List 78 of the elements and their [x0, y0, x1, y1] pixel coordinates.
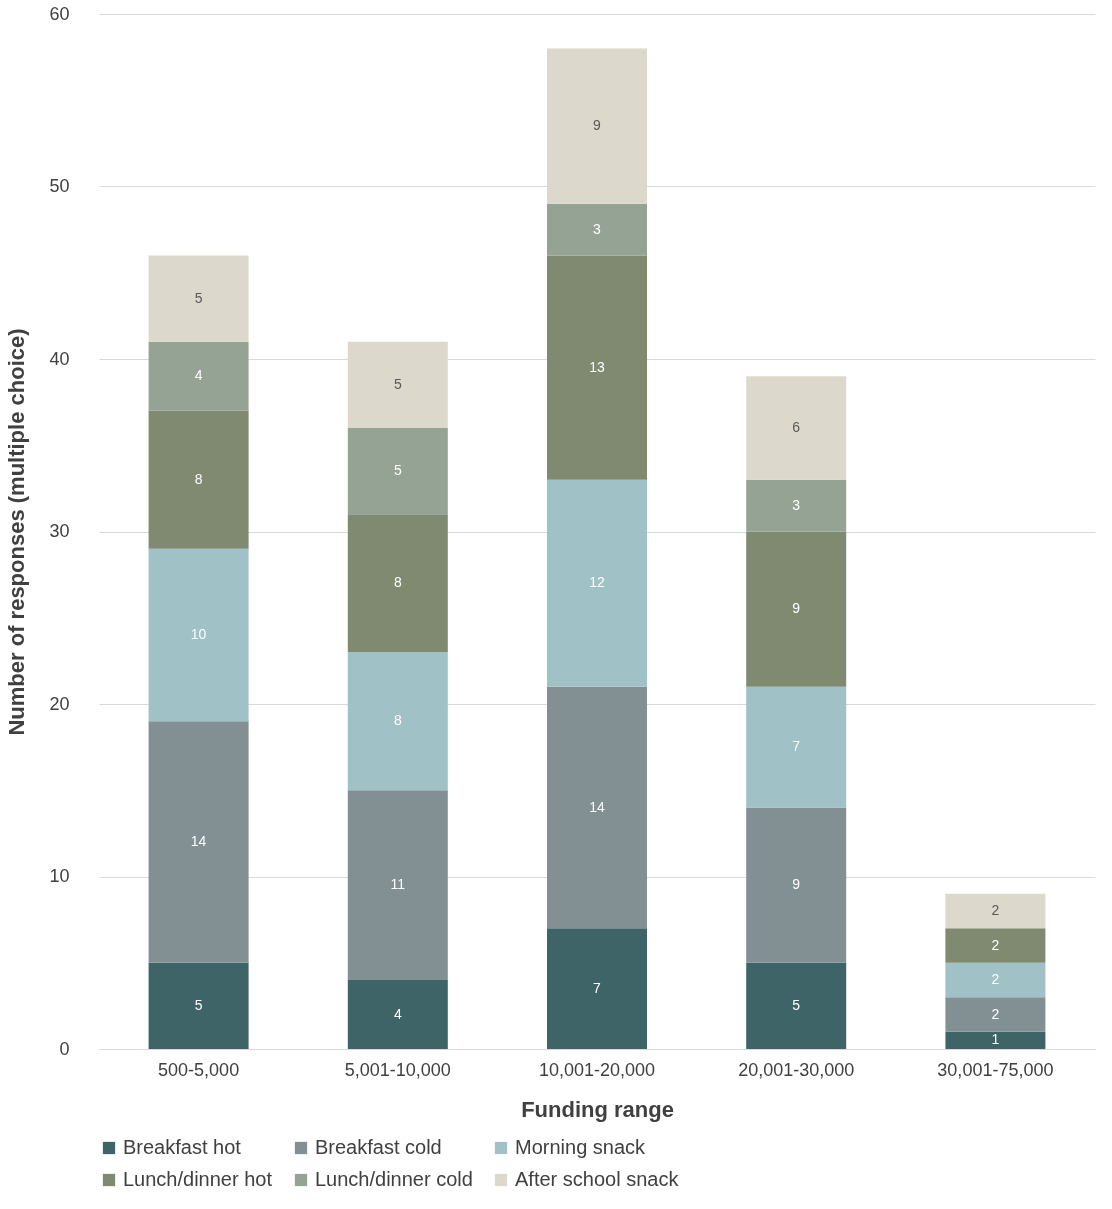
bar [347, 514, 448, 653]
bar [746, 962, 847, 1049]
data-label: 4 [393, 1005, 402, 1022]
data-label: 2 [991, 971, 1000, 987]
data-label: 9 [593, 117, 602, 134]
y-tick-label: 40 [49, 348, 70, 369]
bar [746, 531, 847, 687]
bar [347, 980, 448, 1049]
data-label: 2 [991, 936, 1000, 953]
y-tick-label: 0 [59, 1038, 70, 1059]
y-axis-title: Number of responses (multiple choice) [4, 328, 30, 736]
x-axis-title: Funding range [521, 1096, 674, 1122]
x-tick-label: 20,001-30,000 [738, 1059, 855, 1080]
y-tick-label: 10 [49, 866, 70, 886]
x-tick-label: 5,001-10,000 [344, 1059, 451, 1080]
bar [347, 652, 448, 791]
data-label: 5 [393, 375, 402, 392]
data-label: 14 [589, 798, 605, 815]
bar [746, 479, 847, 532]
data-label: 8 [393, 712, 402, 729]
x-tick-label: 10,001-20,000 [538, 1059, 656, 1080]
bar [547, 479, 647, 687]
data-label: 4 [194, 367, 203, 384]
data-label: 13 [589, 358, 605, 375]
bar [148, 410, 249, 549]
data-label: 8 [393, 574, 402, 591]
data-label: 7 [593, 979, 602, 996]
bar [347, 428, 448, 515]
bar [945, 928, 1046, 963]
data-label: 12 [589, 574, 605, 591]
bar [945, 893, 1046, 929]
bar [945, 997, 1046, 1032]
data-label: 10 [190, 626, 207, 642]
bar [347, 341, 448, 428]
data-label: 7 [792, 738, 801, 755]
data-label: 3 [792, 496, 801, 513]
data-label: 1 [991, 1031, 1000, 1048]
data-label: 3 [593, 220, 602, 237]
bar [945, 1031, 1046, 1049]
data-label: 9 [792, 876, 801, 893]
bar [148, 962, 249, 1049]
data-label: 5 [194, 289, 203, 306]
x-tick-label: 500-5,000 [158, 1059, 240, 1080]
bar [547, 48, 647, 204]
bar [746, 686, 847, 808]
data-label: 11 [390, 876, 406, 893]
legend-label: Breakfast cold [315, 1136, 442, 1158]
y-tick-label: 20 [49, 693, 70, 714]
legend-label: Lunch/dinner cold [315, 1168, 473, 1190]
bar [148, 255, 249, 342]
bar [945, 962, 1046, 998]
data-label: 5 [792, 996, 801, 1013]
y-tick-label: 60 [49, 3, 70, 24]
legend-label: Breakfast hot [123, 1136, 242, 1158]
bar [547, 203, 647, 256]
data-label: 8 [194, 470, 203, 487]
x-tick-label: 30,001-75,000 [937, 1059, 1054, 1080]
data-label: 6 [792, 419, 801, 435]
bar [148, 721, 249, 963]
data-label: 5 [194, 996, 203, 1013]
data-label: 2 [991, 1005, 1000, 1022]
bar [547, 686, 647, 929]
bar [547, 255, 647, 480]
data-label: 2 [991, 902, 1000, 918]
y-tick-label: 30 [49, 521, 70, 541]
bar [746, 376, 847, 480]
legend-label: Lunch/dinner hot [123, 1168, 273, 1190]
bar [347, 790, 448, 980]
bar [148, 548, 249, 722]
bar [148, 341, 249, 411]
data-label: 9 [792, 600, 801, 617]
data-label: 5 [393, 462, 402, 479]
legend-label: Morning snack [515, 1136, 647, 1158]
legend-label: After school snack [515, 1168, 680, 1190]
data-label: 14 [190, 833, 207, 849]
y-tick-label: 50 [49, 176, 70, 196]
bar [746, 807, 847, 963]
bar [547, 928, 647, 1049]
